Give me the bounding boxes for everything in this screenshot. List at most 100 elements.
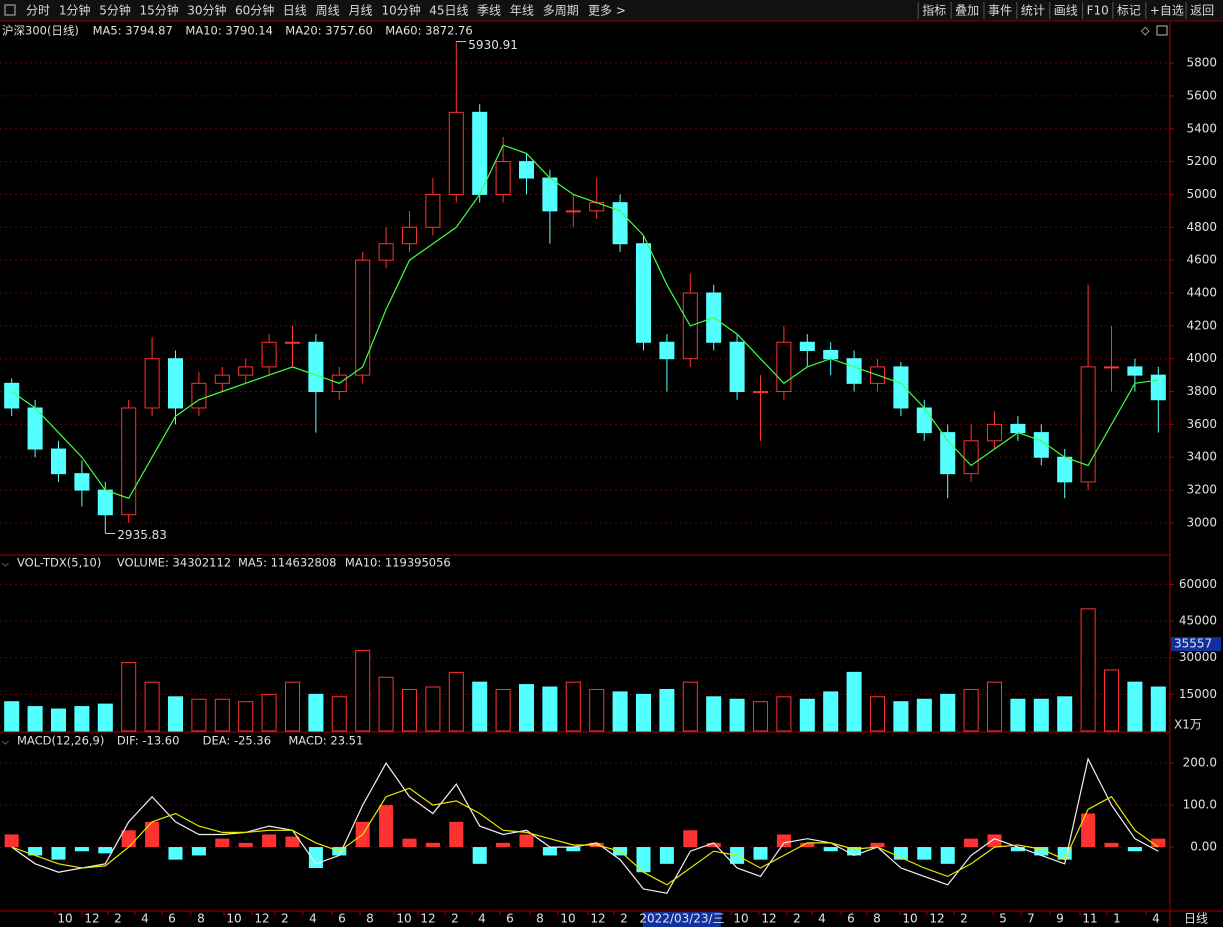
macd-bar bbox=[917, 847, 932, 860]
volume-bar bbox=[893, 701, 909, 732]
legend-item: MA60: 3872.76 bbox=[385, 24, 473, 38]
toolbar-item[interactable]: 多周期 bbox=[543, 4, 579, 18]
volume-bar bbox=[940, 693, 956, 732]
legend-item: MA10: 119395056 bbox=[345, 556, 451, 570]
toolbar-item[interactable]: 年线 bbox=[510, 4, 534, 18]
toolbar-item[interactable]: 叠加 bbox=[955, 4, 979, 18]
macd-bar bbox=[636, 847, 651, 873]
volume-bar bbox=[191, 698, 207, 732]
macd-bar bbox=[379, 805, 394, 848]
pane-toggle[interactable]: ⌵ bbox=[2, 738, 9, 748]
legend-item: DEA: -25.36 bbox=[203, 734, 271, 748]
volume-bar bbox=[799, 698, 815, 732]
macd-bar bbox=[449, 821, 464, 848]
macd-bar bbox=[472, 847, 487, 864]
period-label: 日线 bbox=[1184, 912, 1208, 926]
macd-bar bbox=[940, 847, 955, 864]
volume-bar bbox=[635, 693, 652, 732]
diamond-icon[interactable]: ◇ bbox=[1141, 24, 1150, 37]
macd-bar bbox=[776, 834, 791, 848]
y-tick-label: 3800 bbox=[1186, 384, 1217, 398]
toolbar-item[interactable]: 10分钟 bbox=[381, 3, 420, 18]
toolbar-item[interactable]: 标记 bbox=[1117, 4, 1141, 18]
candle-body bbox=[448, 111, 464, 195]
y-tick-label: 200.0 bbox=[1183, 756, 1217, 770]
toolbar-item[interactable]: 15分钟 bbox=[140, 3, 179, 18]
candle-body bbox=[823, 349, 839, 360]
candle-body bbox=[378, 243, 394, 261]
volume-bar bbox=[238, 701, 254, 732]
toolbar-item[interactable]: 季线 bbox=[477, 4, 501, 18]
toolbar-item[interactable]: 分时 bbox=[26, 4, 50, 18]
x-tick-label: 2 bbox=[960, 912, 968, 926]
legend-item: MACD: 23.51 bbox=[288, 734, 363, 748]
toolbar-item[interactable]: 统计 bbox=[1021, 4, 1045, 18]
toolbar-item[interactable]: +自选 bbox=[1150, 4, 1184, 18]
toolbar-item[interactable]: 45日线 bbox=[429, 4, 468, 18]
toolbar-item[interactable]: 30分钟 bbox=[187, 3, 226, 18]
toolbar-item[interactable]: 日线 bbox=[283, 4, 307, 18]
legend-item: MACD(12,26,9) bbox=[17, 734, 104, 748]
menu-icon[interactable] bbox=[4, 4, 16, 16]
macd-bar bbox=[659, 847, 674, 864]
window-icon[interactable] bbox=[1156, 25, 1168, 36]
toolbar-item[interactable]: 5分钟 bbox=[99, 3, 131, 18]
toolbar-item[interactable]: F10 bbox=[1087, 4, 1109, 18]
pane-toggle[interactable]: ⌵ bbox=[2, 560, 9, 570]
x-tick-label: 2 bbox=[620, 912, 628, 926]
macd-bar bbox=[425, 842, 440, 848]
toolbar-item[interactable]: 画线 bbox=[1054, 4, 1078, 18]
legend-item: MA5: 3794.87 bbox=[93, 24, 173, 38]
candle-body bbox=[121, 407, 137, 516]
macd-bar bbox=[870, 842, 885, 848]
candle-body bbox=[167, 358, 184, 409]
volume-bar bbox=[729, 698, 745, 732]
y-tick-label: 0.00 bbox=[1190, 840, 1217, 854]
toolbar-item[interactable]: 1分钟 bbox=[59, 3, 91, 18]
macd-bar bbox=[519, 834, 534, 848]
candle-body bbox=[144, 358, 160, 409]
candle-body bbox=[1127, 366, 1143, 376]
y-tick-label: 4200 bbox=[1186, 318, 1217, 332]
y-tick-label: 45000 bbox=[1179, 614, 1217, 628]
toolbar-item[interactable]: 月线 bbox=[349, 4, 373, 18]
macd-bar bbox=[800, 842, 815, 848]
x-tick-label: 12 bbox=[590, 912, 605, 926]
macd-bar bbox=[98, 847, 113, 854]
x-tick-label: 4 bbox=[141, 912, 149, 926]
toolbar-item[interactable]: 返回 bbox=[1190, 4, 1214, 18]
toolbar-item[interactable]: 更多 > bbox=[588, 4, 626, 18]
volume-bar bbox=[682, 681, 698, 732]
y-tick-label: 4600 bbox=[1186, 253, 1217, 267]
toolbar-item[interactable]: 事件 bbox=[988, 4, 1012, 18]
volume-bar bbox=[752, 701, 769, 732]
candle-body bbox=[846, 358, 862, 384]
candle-body bbox=[50, 448, 67, 475]
toolbar-item[interactable]: 周线 bbox=[316, 4, 340, 18]
x-tick-label: 10 bbox=[560, 912, 575, 926]
candle-body bbox=[963, 440, 979, 475]
toolbar-item[interactable]: 60分钟 bbox=[235, 3, 274, 18]
candle-body bbox=[565, 210, 581, 213]
candle-body bbox=[635, 243, 652, 343]
volume-bar bbox=[425, 686, 441, 732]
x-tick-label: 8 bbox=[366, 912, 374, 926]
volume-bar bbox=[1103, 669, 1120, 732]
macd-bar bbox=[168, 847, 183, 860]
volume-bar bbox=[27, 706, 43, 732]
x-tick-label: 8 bbox=[197, 912, 205, 926]
candle-body bbox=[518, 161, 535, 179]
x-tick-label: 4 bbox=[818, 912, 826, 926]
volume-bar bbox=[963, 688, 979, 732]
legend-item: MA5: 114632808 bbox=[238, 556, 336, 570]
macd-bar bbox=[964, 838, 979, 848]
y-tick-label: 5800 bbox=[1186, 56, 1217, 70]
toolbar-item[interactable]: 指标 bbox=[922, 3, 946, 18]
macd-bar bbox=[706, 842, 721, 848]
candle-body bbox=[659, 341, 675, 360]
y-tick-label: 4400 bbox=[1186, 286, 1217, 300]
candle-body bbox=[97, 489, 113, 516]
legend-item: VOLUME: 34302112 bbox=[117, 556, 231, 570]
volume-bar bbox=[846, 671, 862, 732]
